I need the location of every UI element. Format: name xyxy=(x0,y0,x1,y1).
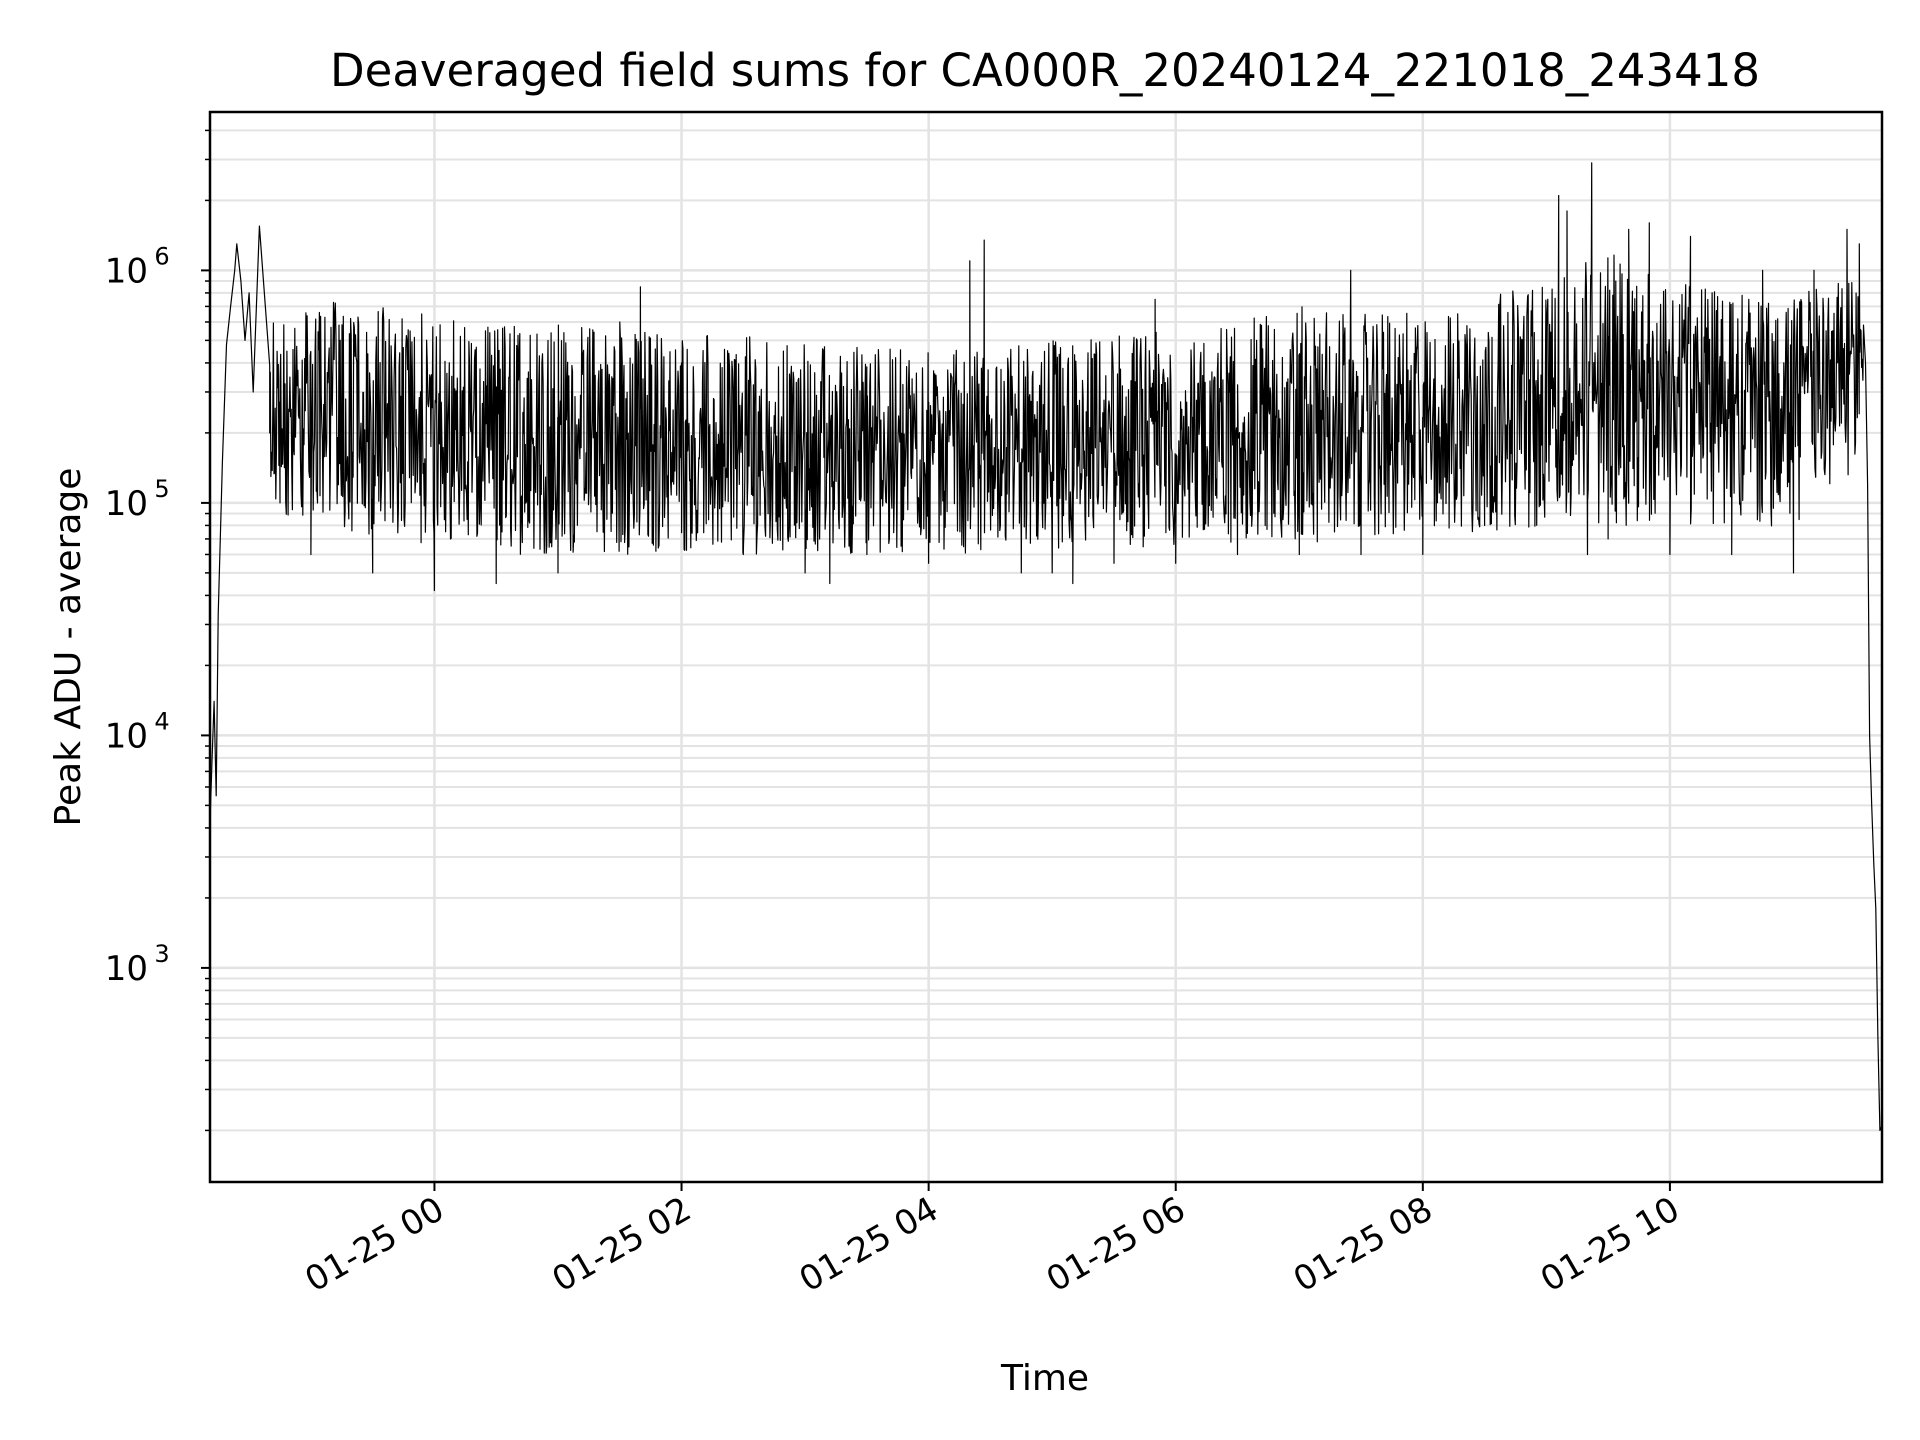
y-tick-label: 10 xyxy=(105,716,148,756)
chart-title: Deaveraged field sums for CA000R_2024012… xyxy=(330,44,1760,97)
y-tick-label: 10 xyxy=(105,949,148,989)
grid xyxy=(210,112,1882,1182)
series-line xyxy=(209,162,1883,1131)
plot-frame xyxy=(208,110,1884,1184)
y-tick-label: 10 xyxy=(105,484,148,524)
y-tick-label-exponent: 6 xyxy=(154,242,169,270)
series-layer xyxy=(209,162,1883,1131)
y-tick-label-exponent: 4 xyxy=(154,707,169,735)
y-tick-label-exponent: 3 xyxy=(154,940,169,968)
y-tick-label: 10 xyxy=(105,251,148,291)
y-tick-label-exponent: 5 xyxy=(154,475,169,503)
x-axis-label: Time xyxy=(1000,1358,1089,1399)
y-axis-label: Peak ADU - average xyxy=(48,468,89,827)
